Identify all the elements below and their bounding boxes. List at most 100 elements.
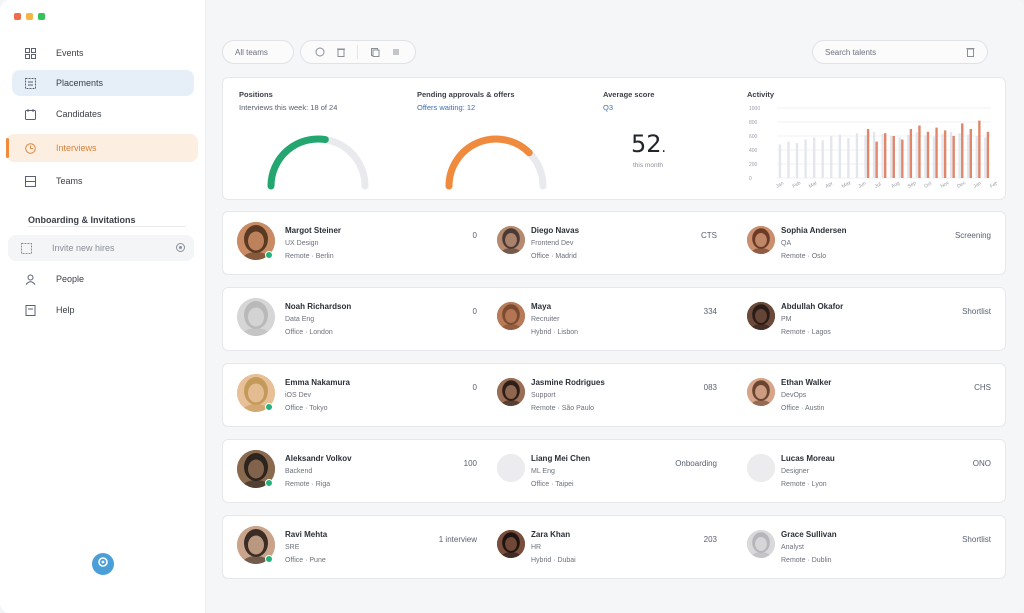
person-cell[interactable]: Maya Recruiter Hybrid · Lisbon xyxy=(497,298,737,342)
person-name[interactable]: Emma Nakamura xyxy=(285,378,350,387)
online-status-dot xyxy=(265,479,273,487)
person-location: Remote · Riga xyxy=(285,481,331,488)
bar-hired xyxy=(918,125,921,178)
avatar[interactable] xyxy=(747,454,775,482)
person-name[interactable]: Abdullah Okafor xyxy=(781,302,844,311)
bar-applied xyxy=(984,137,987,178)
person-role: Designer xyxy=(781,468,810,475)
person-cell[interactable]: Aleksandr Volkov Backend Remote · Riga xyxy=(237,450,477,494)
list-icon[interactable] xyxy=(391,47,401,57)
maximize-window-button[interactable] xyxy=(38,13,45,20)
avatar[interactable] xyxy=(497,226,525,254)
person-name[interactable]: Ethan Walker xyxy=(781,378,832,387)
bar-applied xyxy=(864,135,867,178)
person-cell[interactable]: Liang Mei Chen ML Eng Office · Taipei xyxy=(497,450,737,494)
team-icon xyxy=(24,175,36,187)
sidebar-item-label: Invite new hires xyxy=(52,243,115,253)
refresh-icon[interactable] xyxy=(315,47,325,57)
person-role: Backend xyxy=(285,468,313,475)
x-tick-label: Feb xyxy=(791,180,802,190)
avatar[interactable] xyxy=(747,226,775,254)
person-cell[interactable]: Margot Steiner UX Design Remote · Berlin xyxy=(237,222,477,266)
person-cell[interactable]: Lucas Moreau Designer Remote · Lyon xyxy=(747,450,987,494)
search-field[interactable]: Search talents xyxy=(812,40,988,64)
x-tick-label: Dec xyxy=(956,180,967,190)
bar-hired xyxy=(901,139,904,178)
avatar[interactable] xyxy=(747,530,775,558)
bar-applied xyxy=(975,136,978,178)
minimize-window-button[interactable] xyxy=(26,13,33,20)
x-tick-label: Aug xyxy=(890,180,901,190)
table-row[interactable]: Margot Steiner UX Design Remote · Berlin 0 D… xyxy=(222,211,1006,275)
bar-applied xyxy=(787,141,790,178)
bar-applied xyxy=(949,131,953,178)
person-cell[interactable]: Grace Sullivan Analyst Remote · Dublin xyxy=(747,526,987,570)
x-tick-label: Apr xyxy=(824,180,834,189)
table-row[interactable]: Ravi Mehta SRE Office · Pune 1 interview Zar… xyxy=(222,515,1006,579)
trash-icon[interactable] xyxy=(336,47,346,57)
bar-hired xyxy=(961,123,964,178)
avatar[interactable] xyxy=(747,378,775,406)
avatar[interactable] xyxy=(747,302,775,330)
y-tick-label: 800 xyxy=(749,120,758,126)
person-role: Support xyxy=(531,392,556,399)
copy-icon[interactable] xyxy=(370,47,380,57)
person-name[interactable]: Grace Sullivan xyxy=(781,530,837,539)
sidebar-item-events[interactable]: Events xyxy=(12,40,194,66)
person-name[interactable]: Sophia Andersen xyxy=(781,226,847,235)
person-name[interactable]: Diego Navas xyxy=(531,226,580,235)
person-cell[interactable]: Ravi Mehta SRE Office · Pune xyxy=(237,526,477,570)
person-cell[interactable]: Abdullah Okafor PM Remote · Lagos xyxy=(747,298,987,342)
person-cell[interactable]: Emma Nakamura iOS Dev Office · Tokyo xyxy=(237,374,477,418)
settings-icon[interactable] xyxy=(175,242,186,255)
person-location: Remote · Lyon xyxy=(781,481,827,488)
person-cell[interactable]: Ethan Walker DevOps Office · Austin xyxy=(747,374,987,418)
sidebar-item-placements[interactable]: Placements xyxy=(12,70,194,96)
sidebar-item-help[interactable]: Help xyxy=(12,297,194,323)
sidebar-item-teams[interactable]: Teams xyxy=(12,168,194,194)
person-cell[interactable]: Noah Richardson Data Eng Office · London xyxy=(237,298,477,342)
person-cell[interactable]: Diego Navas Frontend Dev Office · Madrid xyxy=(497,222,737,266)
person-cell[interactable]: Zara Khan HR Hybrid · Dubai xyxy=(497,526,737,570)
sidebar-item-interviews[interactable]: Interviews xyxy=(6,134,198,162)
person-name[interactable]: Lucas Moreau xyxy=(781,454,835,463)
bar-applied xyxy=(838,134,842,178)
person-name[interactable]: Aleksandr Volkov xyxy=(285,454,352,463)
person-name[interactable]: Maya xyxy=(531,302,552,311)
bar-hired xyxy=(926,131,930,178)
avatar[interactable] xyxy=(237,298,275,336)
sidebar-item-candidates[interactable]: Candidates xyxy=(12,101,194,127)
sidebar-item-people[interactable]: People xyxy=(12,266,194,292)
team-filter[interactable]: All teams xyxy=(222,40,294,64)
table-row[interactable]: Emma Nakamura iOS Dev Office · Tokyo 0 Jasmi… xyxy=(222,363,1006,427)
person-name[interactable]: Margot Steiner xyxy=(285,226,342,235)
person-name[interactable]: Zara Khan xyxy=(531,530,571,539)
person-cell[interactable]: Jasmine Rodrigues Support Remote · São Pau… xyxy=(497,374,737,418)
person-location: Remote · Dublin xyxy=(781,557,832,564)
person-name[interactable]: Liang Mei Chen xyxy=(531,454,591,463)
avatar[interactable] xyxy=(497,530,525,558)
person-name[interactable]: Ravi Mehta xyxy=(285,530,328,539)
avatar[interactable] xyxy=(497,454,525,482)
table-row[interactable]: Aleksandr Volkov Backend Remote · Riga 100 L… xyxy=(222,439,1006,503)
gauge-subtitle: Offers waiting: 12 xyxy=(417,103,476,112)
avatar[interactable] xyxy=(497,378,525,406)
support-icon xyxy=(97,555,109,573)
avatar[interactable] xyxy=(497,302,525,330)
person-name[interactable]: Jasmine Rodrigues xyxy=(531,378,605,387)
person-name[interactable]: Noah Richardson xyxy=(285,302,352,311)
support-button[interactable] xyxy=(92,553,114,575)
search-input[interactable]: Search talents xyxy=(825,47,877,57)
gauge-title: Positions xyxy=(239,90,273,99)
close-window-button[interactable] xyxy=(14,13,21,20)
person-status-value: 0 xyxy=(472,231,477,240)
sidebar-item-invite[interactable]: Invite new hires xyxy=(8,235,194,261)
person-cell[interactable]: Sophia Andersen QA Remote · Oslo xyxy=(747,222,987,266)
bar-applied xyxy=(967,134,970,178)
search-icon[interactable] xyxy=(965,47,975,57)
x-tick-label: Jun xyxy=(857,180,867,189)
person-location: Remote · São Paulo xyxy=(531,405,595,412)
avatar[interactable] xyxy=(237,222,275,260)
table-row[interactable]: Noah Richardson Data Eng Office · London 0 M… xyxy=(222,287,1006,351)
bar-applied xyxy=(889,136,893,178)
